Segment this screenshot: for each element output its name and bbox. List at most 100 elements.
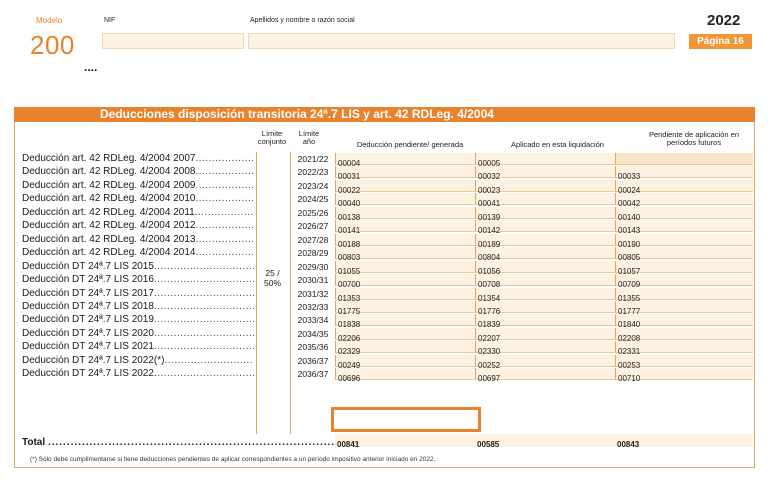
- row-label: Deducción DT 24ª.7 LIS 2019.............…: [22, 314, 254, 325]
- total-cell-aplicado[interactable]: 00585: [475, 434, 615, 449]
- row-cell-deduccion[interactable]: 00700: [335, 274, 475, 289]
- nif-label: NIF: [104, 17, 116, 24]
- row-code: 01838: [338, 320, 361, 329]
- row-cell-deduccion[interactable]: 00031: [335, 166, 475, 181]
- row-code: 00142: [478, 226, 501, 235]
- row-label: Deducción DT 24ª.7 LIS 2022(*)..........…: [22, 355, 254, 366]
- row-label-text: Deducción art. 42 RDLeg. 4/2004 2007: [22, 153, 196, 164]
- row-cell-aplicado[interactable]: 01776: [475, 301, 615, 316]
- row-cell-pendiente[interactable]: 01355: [615, 288, 753, 303]
- row-cell-aplicado[interactable]: 00005: [475, 153, 615, 168]
- row-label: Deducción DT 24ª.7 LIS 2015.............…: [22, 261, 254, 272]
- total-code-pendiente: 00843: [617, 440, 640, 449]
- row-cell-aplicado[interactable]: 00041: [475, 193, 615, 208]
- row-label-text: Deducción art. 42 RDLeg. 4/2004 2013: [22, 234, 196, 245]
- row-cell-deduccion[interactable]: 02329: [335, 341, 475, 356]
- row-code: 00803: [338, 253, 361, 262]
- row-label-text: Deducción DT 24ª.7 LIS 2015: [22, 261, 154, 272]
- row-cell-deduccion[interactable]: 00004: [335, 153, 475, 168]
- row-cell-pendiente[interactable]: 01057: [615, 261, 753, 276]
- row-cell-deduccion[interactable]: 01838: [335, 314, 475, 329]
- row-cell-deduccion[interactable]: 01775: [335, 301, 475, 316]
- row-cell-pendiente[interactable]: 00140: [615, 207, 753, 222]
- row-year: 2036/37: [297, 369, 329, 379]
- limite-conjunto-column: [256, 152, 291, 434]
- row-label: Deducción art. 42 RDLeg. 4/2004 2008....…: [22, 166, 254, 177]
- row-cell-pendiente[interactable]: 00710: [615, 368, 753, 383]
- row-label-text: Deducción art. 42 RDLeg. 4/2004 2008: [22, 166, 196, 177]
- row-cell-aplicado[interactable]: 00252: [475, 355, 615, 370]
- row-label: Deducción DT 24ª.7 LIS 2017.............…: [22, 288, 254, 299]
- row-cell-pendiente[interactable]: 02208: [615, 328, 753, 343]
- row-cell-deduccion[interactable]: 00188: [335, 234, 475, 249]
- row-cell-aplicado[interactable]: 01354: [475, 288, 615, 303]
- row-code: 00004: [338, 159, 361, 168]
- row-label: Deducción art. 42 RDLeg. 4/2004 2012....…: [22, 220, 254, 231]
- col-header-aplicado: Aplicado en esta liquidación: [511, 140, 604, 149]
- row-cell-deduccion[interactable]: 01055: [335, 261, 475, 276]
- row-label-text: Deducción DT 24ª.7 LIS 2022(*): [22, 355, 165, 366]
- row-year: 2029/30: [297, 262, 329, 272]
- row-code: 00805: [618, 253, 641, 262]
- row-cell-pendiente[interactable]: 00805: [615, 247, 753, 262]
- row-cell-aplicado[interactable]: 00023: [475, 180, 615, 195]
- row-year: 2033/34: [297, 315, 329, 325]
- row-cell-aplicado[interactable]: 00032: [475, 166, 615, 181]
- row-cell-pendiente[interactable]: 01840: [615, 314, 753, 329]
- row-code: 00140: [618, 213, 641, 222]
- nif-field[interactable]: [102, 33, 244, 49]
- row-year: 2035/36: [297, 342, 329, 352]
- row-code: 01777: [618, 307, 641, 316]
- row-code: 02329: [338, 347, 361, 356]
- row-year: 2026/27: [297, 221, 329, 231]
- row-year: 2024/25: [297, 194, 329, 204]
- row-cell-deduccion[interactable]: 00803: [335, 247, 475, 262]
- row-cell-deduccion[interactable]: 00141: [335, 220, 475, 235]
- row-cell-aplicado[interactable]: 00708: [475, 274, 615, 289]
- row-code: 00710: [618, 374, 641, 383]
- row-cell-pendiente[interactable]: 00190: [615, 234, 753, 249]
- row-cell-pendiente[interactable]: 02331: [615, 341, 753, 356]
- row-label-text: Deducción art. 42 RDLeg. 4/2004 2011: [22, 207, 195, 218]
- total-cell-pendiente[interactable]: 00843: [615, 434, 753, 449]
- row-cell-aplicado[interactable]: 00142: [475, 220, 615, 235]
- row-code: 00190: [618, 240, 641, 249]
- row-cell-aplicado[interactable]: 01839: [475, 314, 615, 329]
- row-cell-pendiente[interactable]: 00042: [615, 193, 753, 208]
- row-label: Deducción DT 24ª.7 LIS 2022.............…: [22, 368, 254, 379]
- row-cell-aplicado[interactable]: 02330: [475, 341, 615, 356]
- name-field[interactable]: [248, 33, 675, 49]
- row-cell-deduccion[interactable]: 02206: [335, 328, 475, 343]
- section-banner: [14, 107, 755, 122]
- row-code: 00252: [478, 361, 501, 370]
- row-cell-pendiente[interactable]: 00709: [615, 274, 753, 289]
- row-year: 2034/35: [297, 329, 329, 339]
- total-cell-deduccion[interactable]: 00841: [335, 434, 475, 449]
- row-year: 2022/23: [297, 167, 329, 177]
- row-code: 00189: [478, 240, 501, 249]
- row-label: Deducción art. 42 RDLeg. 4/2004 2013....…: [22, 234, 254, 245]
- row-cell-aplicado[interactable]: 00139: [475, 207, 615, 222]
- modelo-label: Modelo: [36, 16, 63, 25]
- row-cell-deduccion[interactable]: 00696: [335, 368, 475, 383]
- row-cell-pendiente[interactable]: 00143: [615, 220, 753, 235]
- row-code: 02330: [478, 347, 501, 356]
- row-cell-pendiente[interactable]: 00033: [615, 166, 753, 181]
- row-cell-pendiente[interactable]: 00024: [615, 180, 753, 195]
- row-cell-deduccion[interactable]: 01353: [335, 288, 475, 303]
- row-cell-aplicado[interactable]: 00189: [475, 234, 615, 249]
- year-label: 2022: [707, 12, 741, 29]
- row-code: 02206: [338, 334, 361, 343]
- row-cell-pendiente[interactable]: 01777: [615, 301, 753, 316]
- row-cell-deduccion[interactable]: 00040: [335, 193, 475, 208]
- total-code-deduccion: 00841: [337, 440, 360, 449]
- row-cell-deduccion[interactable]: 00138: [335, 207, 475, 222]
- row-cell-pendiente[interactable]: 00253: [615, 355, 753, 370]
- row-cell-aplicado[interactable]: 00697: [475, 368, 615, 383]
- row-cell-aplicado[interactable]: 00804: [475, 247, 615, 262]
- row-cell-deduccion[interactable]: 00022: [335, 180, 475, 195]
- row-cell-deduccion[interactable]: 00249: [335, 355, 475, 370]
- row-year: 2031/32: [297, 289, 329, 299]
- row-cell-aplicado[interactable]: 01056: [475, 261, 615, 276]
- row-cell-aplicado[interactable]: 02207: [475, 328, 615, 343]
